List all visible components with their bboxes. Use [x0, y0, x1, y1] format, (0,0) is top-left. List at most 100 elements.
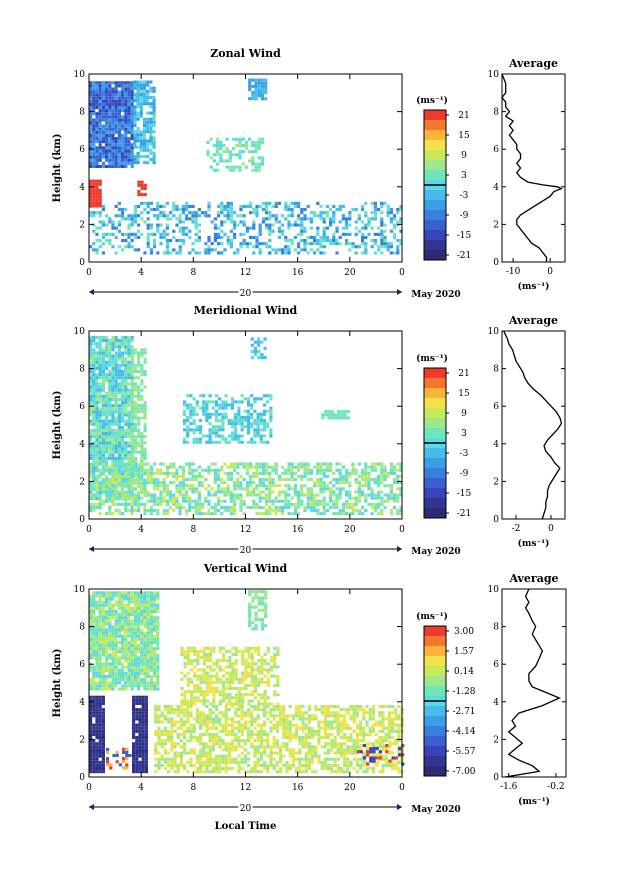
colorbar-segment: [424, 250, 446, 261]
x-tick-label: 20: [344, 268, 356, 278]
y-tick-label: 0: [79, 515, 85, 525]
heatmap-cells: [89, 590, 405, 774]
y-tick-label: 6: [79, 660, 85, 670]
colorbar-tick-label: -4.14: [452, 727, 475, 737]
average-profile: Average 0 2 4 6 8 10 -10 0 (ms⁻¹): [488, 57, 566, 292]
colorbar-segment: [424, 130, 446, 141]
y-tick-label: 8: [79, 623, 85, 633]
colorbar-segment: [424, 676, 446, 687]
x-tick-label: 16: [292, 525, 304, 535]
colorbar-segment: [424, 498, 446, 509]
date-arrow-left-icon: [89, 289, 94, 295]
colorbar-tick-label: -21: [457, 509, 472, 519]
colorbar-tick-label: -2.71: [452, 707, 475, 717]
profile-x-unit: (ms⁻¹): [518, 281, 550, 292]
y-tick-label: 4: [79, 698, 85, 708]
profile-y-tick-label: 4: [493, 183, 499, 193]
y-tick-label: 2: [79, 735, 85, 745]
panel-title: Meridional Wind: [194, 304, 298, 317]
profile-y-tick-label: 0: [493, 515, 499, 525]
profile-line: [501, 73, 563, 262]
x-tick-label: 12: [240, 525, 251, 535]
x-tick-label: 0: [399, 783, 405, 793]
date-arrow-left-icon: [89, 804, 94, 810]
y-tick-label: 10: [74, 70, 86, 80]
profile-y-tick-label: 2: [493, 477, 499, 487]
colorbar-unit: (ms⁻¹): [416, 353, 448, 364]
profile-y-tick-label: 10: [488, 70, 500, 80]
profile-y-tick-label: 10: [488, 327, 500, 337]
colorbar-segment: [424, 646, 446, 657]
colorbar-tick-label: 1.57: [454, 647, 474, 657]
average-profile: Average 0 2 4 6 8 10 -1.6 -0.2 (ms⁻¹): [488, 572, 567, 807]
y-tick-label: 0: [79, 773, 85, 783]
colorbar-segment: [424, 190, 446, 201]
profile-line: [505, 588, 561, 778]
profile-x-tick-label: 0: [548, 524, 554, 534]
x-tick-label: 0: [86, 783, 92, 793]
colorbar-tick-label: 0.14: [454, 667, 474, 677]
colorbar: (ms⁻¹) 21 15 9 3 -3 -9 -15 -21: [416, 95, 471, 261]
colorbar-segment: [424, 746, 446, 757]
colorbar-segment: [424, 230, 446, 241]
profile-line: [503, 330, 563, 520]
profile-y-tick-label: 6: [493, 402, 499, 412]
heatmap-cells: [89, 78, 403, 255]
y-axis-label: Height (km): [52, 134, 63, 203]
x-tick-label: 8: [190, 268, 196, 278]
colorbar-segment: [424, 388, 446, 399]
colorbar-segment: [424, 706, 446, 717]
profile-x-tick-label: -2: [512, 524, 521, 534]
profile-y-tick-label: 6: [493, 145, 499, 155]
profile-y-tick-label: 8: [493, 623, 499, 633]
y-tick-label: 2: [79, 220, 85, 230]
colorbar-tick-label: -1.28: [452, 687, 475, 697]
y-tick-label: 2: [79, 477, 85, 487]
profile-x-unit: (ms⁻¹): [518, 538, 550, 549]
x-axis-label: Local Time: [215, 821, 277, 832]
colorbar-segment: [424, 636, 446, 647]
x-tick-label: 0: [86, 268, 92, 278]
x-tick-label: 8: [190, 525, 196, 535]
y-tick-label: 6: [79, 402, 85, 412]
colorbar-segment: [424, 240, 446, 251]
colorbar-segment: [424, 120, 446, 131]
profile-y-tick-label: 8: [493, 365, 499, 375]
colorbar-segment: [424, 408, 446, 419]
colorbar-unit: (ms⁻¹): [416, 611, 448, 622]
profile-frame: [501, 588, 567, 778]
colorbar-segment: [424, 766, 446, 777]
x-tick-label: 4: [138, 783, 144, 793]
month-label: May 2020: [411, 805, 460, 815]
y-tick-label: 8: [79, 365, 85, 375]
colorbar-tick-label: -15: [457, 489, 472, 499]
colorbar-segment: [424, 666, 446, 677]
profile-x-unit: (ms⁻¹): [518, 796, 550, 807]
date-label: 20: [240, 804, 252, 814]
colorbar-segment: [424, 508, 446, 519]
colorbar-tick-label: -5.57: [452, 747, 475, 757]
colorbar-segment: [424, 686, 446, 697]
colorbar: (ms⁻¹) 3.00 1.57 0.14 -1.28 -2.71 -4.14 -5.57 -7…: [416, 611, 476, 777]
x-tick-label: 8: [190, 783, 196, 793]
colorbar-tick-label: -3: [460, 449, 469, 459]
profile-title: Average: [508, 572, 558, 585]
profile-y-tick-label: 0: [493, 773, 499, 783]
date-arrow-left-icon: [89, 546, 94, 552]
colorbar-segment: [424, 110, 446, 121]
colorbar-segment: [424, 488, 446, 499]
y-tick-label: 0: [79, 258, 85, 268]
y-axis-label: Height (km): [52, 391, 63, 460]
colorbar-tick-label: 21: [458, 369, 469, 379]
x-tick-label: 0: [399, 525, 405, 535]
colorbar-segment: [424, 150, 446, 161]
colorbar-tick-label: 21: [458, 111, 469, 121]
y-axis-label: Height (km): [52, 649, 63, 718]
x-tick-label: 0: [86, 525, 92, 535]
profile-x-tick-label: -1.6: [500, 782, 518, 792]
profile-x-tick-label: -10: [506, 267, 521, 277]
colorbar-segment: [424, 398, 446, 409]
